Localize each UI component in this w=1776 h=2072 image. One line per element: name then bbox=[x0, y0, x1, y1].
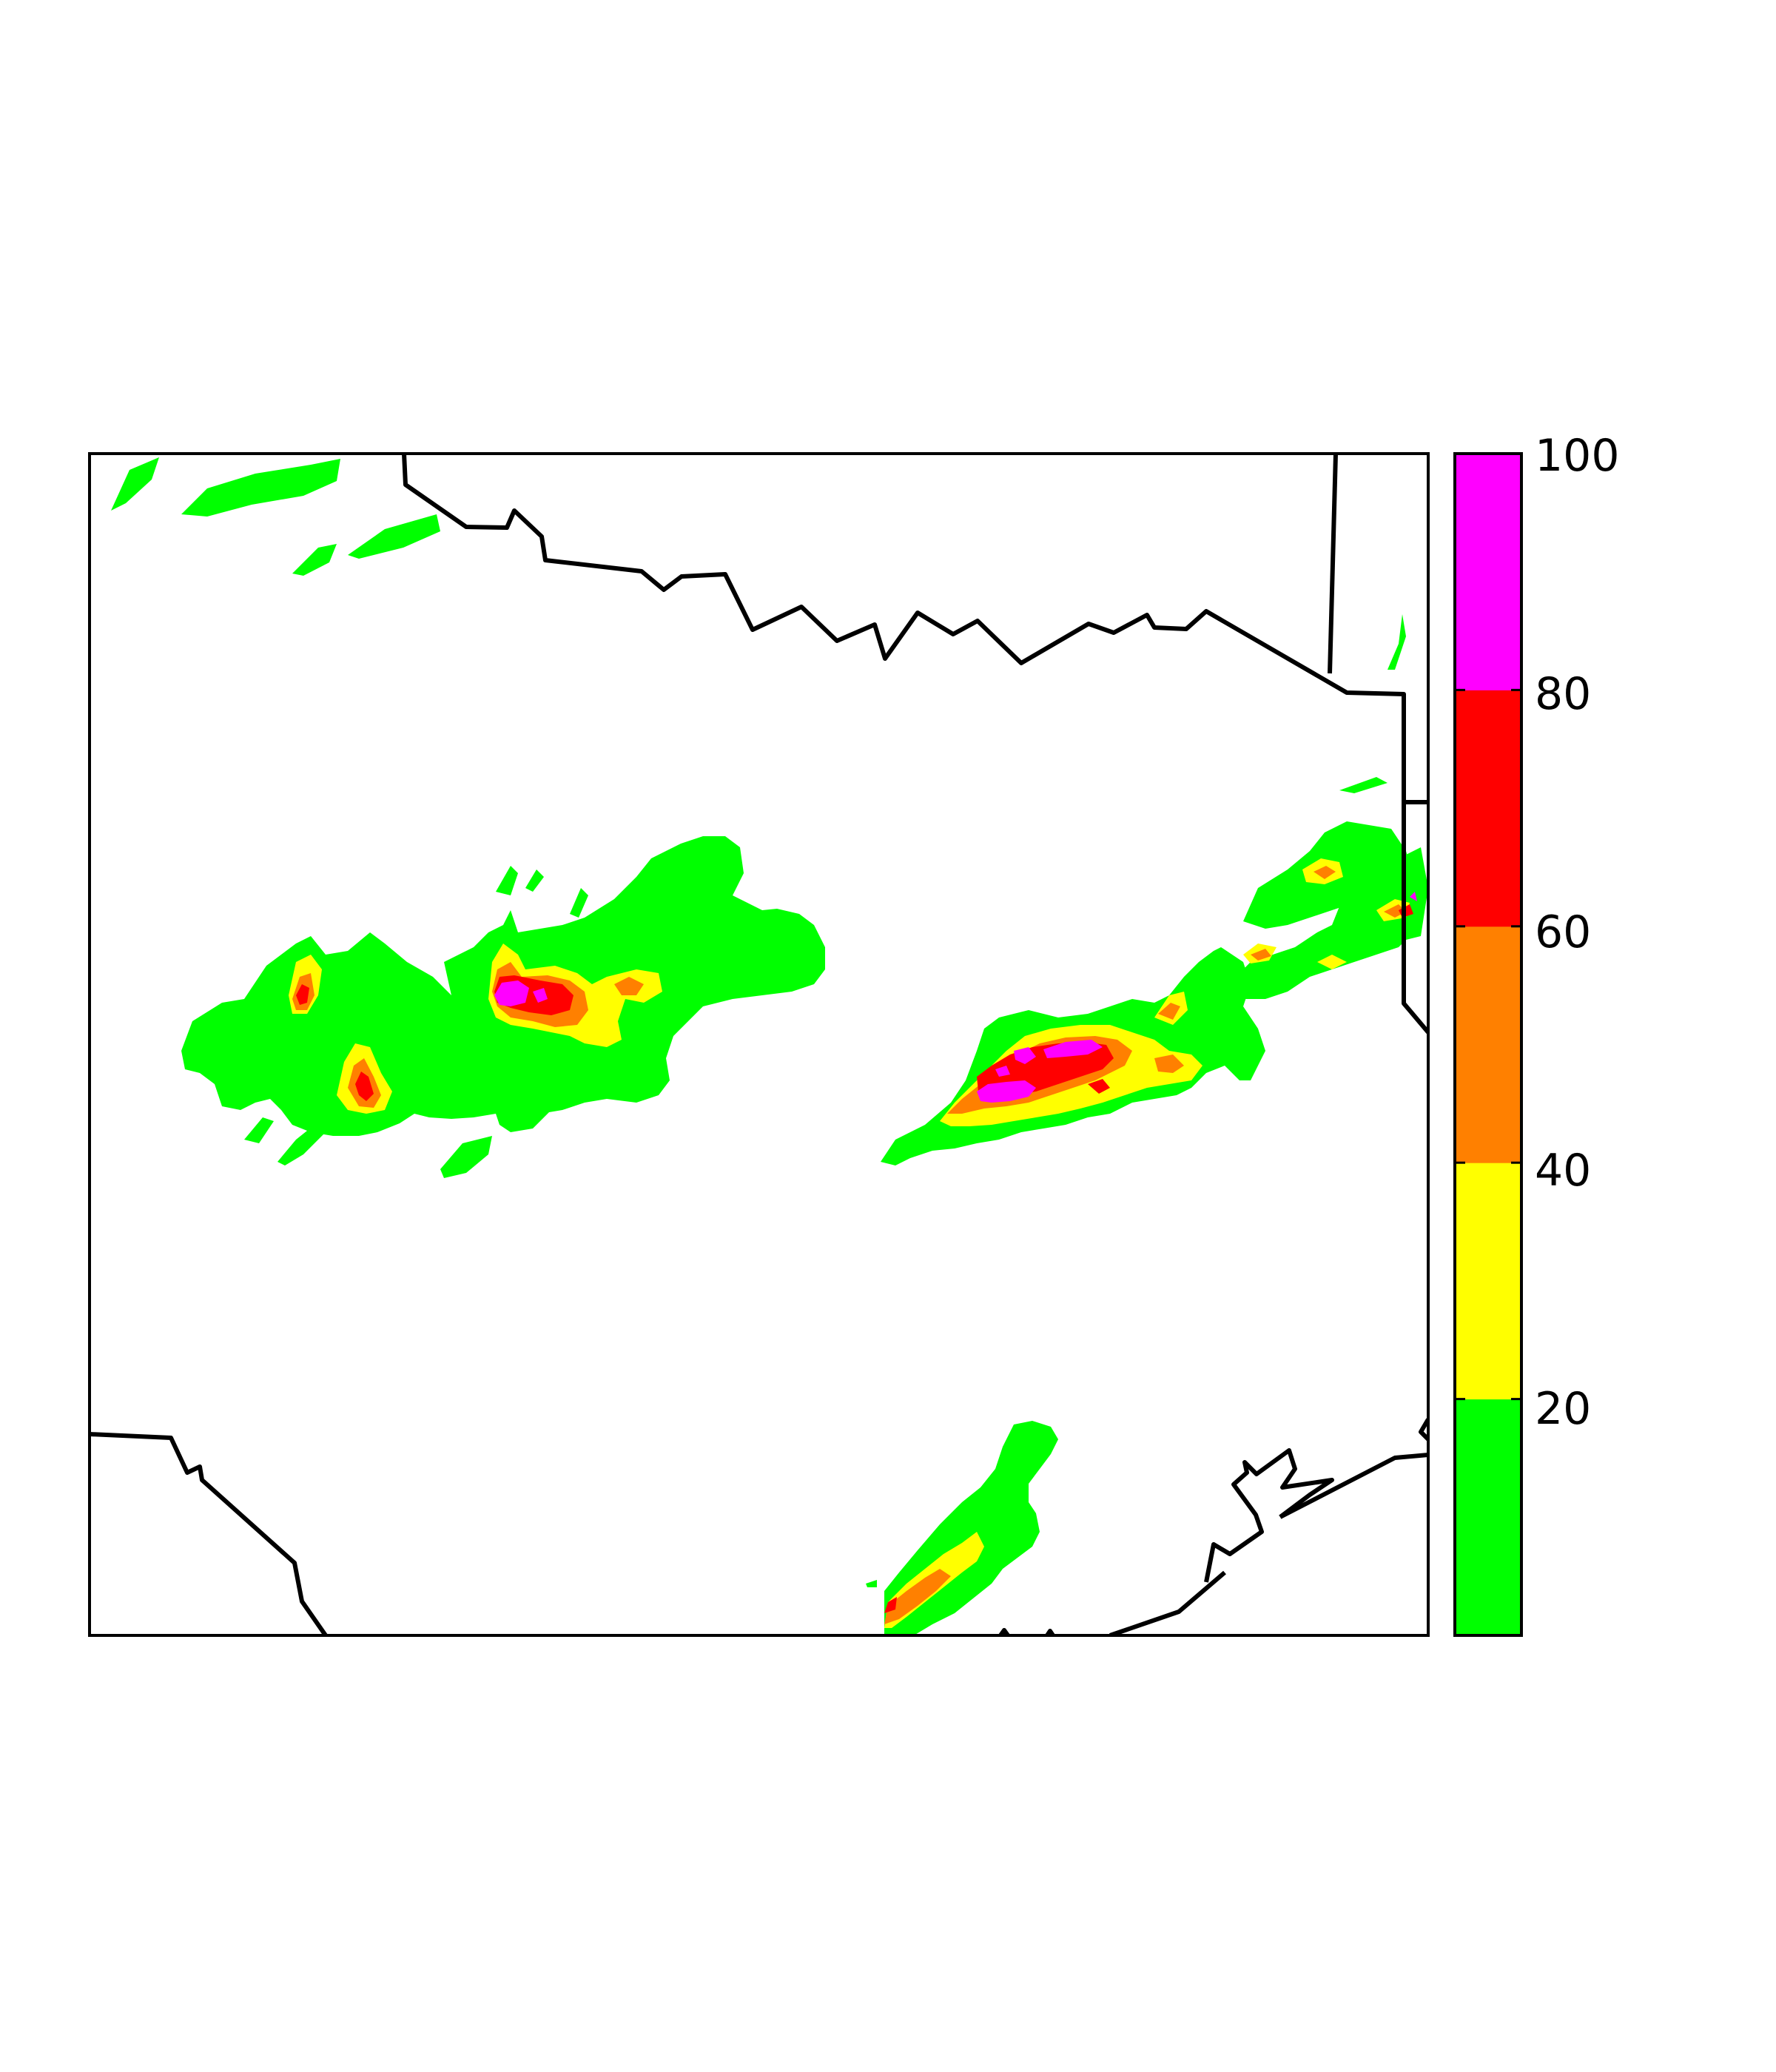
cell-south bbox=[866, 1421, 1058, 1635]
west-central-level-5 bbox=[494, 980, 529, 1006]
colorbar-tick-label-80: 80 bbox=[1535, 668, 1591, 720]
south-level-4 bbox=[884, 1597, 897, 1613]
cell-west-central bbox=[181, 836, 825, 1178]
northern-state-border bbox=[402, 454, 1428, 1034]
colorbar-tick-label-100: 100 bbox=[1535, 430, 1620, 482]
colorbar: 20 40 60 80 100 bbox=[1453, 430, 1620, 1637]
colorbar-block-20-40 bbox=[1455, 1163, 1521, 1400]
coast-east-notch bbox=[1419, 1418, 1428, 1442]
cell-northwest-streaks bbox=[111, 457, 1406, 793]
colorbar-block-80-100 bbox=[1455, 454, 1521, 690]
bay-outline bbox=[1204, 1448, 1334, 1583]
gulf-coastline bbox=[1109, 1570, 1226, 1635]
colorbar-frame bbox=[1453, 452, 1523, 1637]
eastern-state-border bbox=[1328, 454, 1338, 674]
colorbar-blocks bbox=[1455, 454, 1521, 1636]
colorbar-tick-label-40: 40 bbox=[1535, 1145, 1591, 1197]
colorbar-block-40-60 bbox=[1455, 926, 1521, 1163]
colorbar-block-0-20 bbox=[1455, 1399, 1521, 1636]
map-content bbox=[90, 454, 1428, 1635]
east-central-level-5 bbox=[977, 1080, 1036, 1103]
colorbar-block-60-80 bbox=[1455, 690, 1521, 927]
precip-field bbox=[111, 457, 1428, 1635]
south-level-3 bbox=[884, 1569, 951, 1624]
coast-east bbox=[1279, 1453, 1428, 1519]
cell-east-central bbox=[881, 821, 1428, 1166]
colorbar-tick-label-20: 20 bbox=[1535, 1383, 1591, 1435]
southwest-border bbox=[90, 1432, 328, 1635]
colorbar-tick-label-60: 60 bbox=[1535, 906, 1591, 958]
map-frame bbox=[88, 452, 1430, 1637]
colorbar-ticks bbox=[1455, 452, 1521, 1401]
